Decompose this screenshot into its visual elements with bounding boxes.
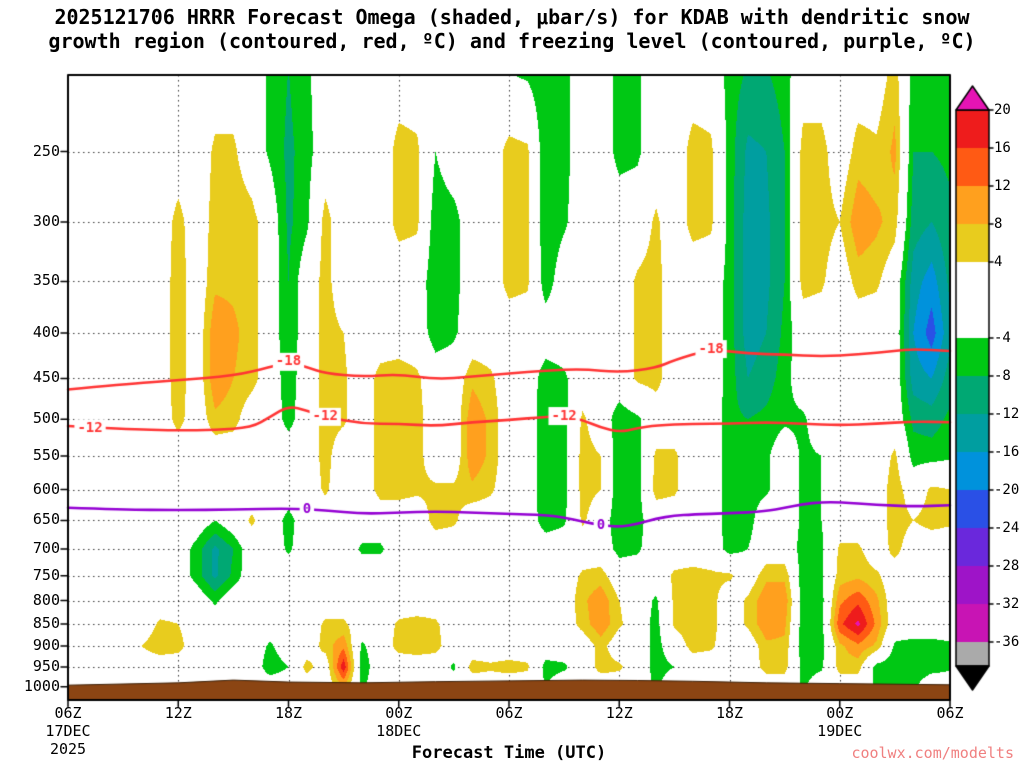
x-tick-label: 18Z: [715, 704, 744, 722]
x-tick-label: 00Z: [826, 704, 854, 722]
colorbar-tick-label: -24: [994, 520, 1020, 536]
colorbar-tick-label: -8: [994, 368, 1011, 384]
y-tick-label: 500: [32, 409, 60, 428]
y-tick-label: 800: [32, 590, 60, 609]
chart-title-line2: growth region (contoured, red, ºC) and f…: [48, 29, 976, 53]
x-date-label: 2025: [49, 740, 87, 758]
colorbar-tick-label: -16: [994, 444, 1020, 460]
y-tick-label: 600: [32, 479, 60, 498]
x-tick-label: 12Z: [164, 704, 192, 722]
y-tick-label: 850: [32, 613, 60, 632]
colorbar-tick-label: 8: [994, 216, 1003, 232]
x-tick-label: 06Z: [495, 704, 523, 722]
y-tick-label: 1000: [23, 676, 60, 695]
y-tick-label: 250: [32, 141, 60, 160]
chart-title-line1: 2025121706 HRRR Forecast Omega (shaded, …: [54, 5, 970, 29]
colorbar-tick-label: 20: [994, 102, 1011, 118]
colorbar-tick-label: 16: [994, 140, 1011, 156]
colorbar-tick-label: -28: [994, 558, 1020, 574]
y-tick-label: 650: [32, 510, 60, 529]
y-tick-label: 900: [32, 636, 60, 655]
x-date-label: 17DEC: [45, 722, 91, 740]
colorbar-tick-label: -36: [994, 634, 1020, 650]
x-axis-title: Forecast Time (UTC): [411, 743, 607, 763]
y-tick-label: 350: [32, 271, 60, 290]
x-date-label: 19DEC: [817, 722, 863, 740]
x-date-label: 18DEC: [376, 722, 422, 740]
colorbar-tick-label: 12: [994, 178, 1011, 194]
colorbar-tick-label: -12: [994, 406, 1020, 422]
y-tick-label: 950: [32, 656, 60, 675]
y-tick-label: 750: [32, 565, 60, 584]
x-tick-label: 12Z: [605, 704, 633, 722]
colorbar-tick-label: -20: [994, 482, 1020, 498]
y-tick-label: 700: [32, 539, 60, 558]
y-tick-label: 550: [32, 445, 60, 464]
y-tick-label: 450: [32, 368, 60, 387]
watermark: coolwx.com/modelts: [851, 744, 1014, 762]
colorbar-tick-label: -4: [994, 330, 1011, 346]
x-tick-label: 00Z: [385, 704, 413, 722]
x-tick-label: 06Z: [936, 704, 964, 722]
x-tick-label: 18Z: [274, 704, 303, 722]
colorbar-tick-label: -32: [994, 596, 1020, 612]
x-tick-label: 06Z: [54, 704, 82, 722]
colorbar-tick-label: 4: [994, 254, 1003, 270]
y-tick-label: 300: [32, 211, 60, 230]
y-tick-label: 400: [32, 323, 60, 342]
